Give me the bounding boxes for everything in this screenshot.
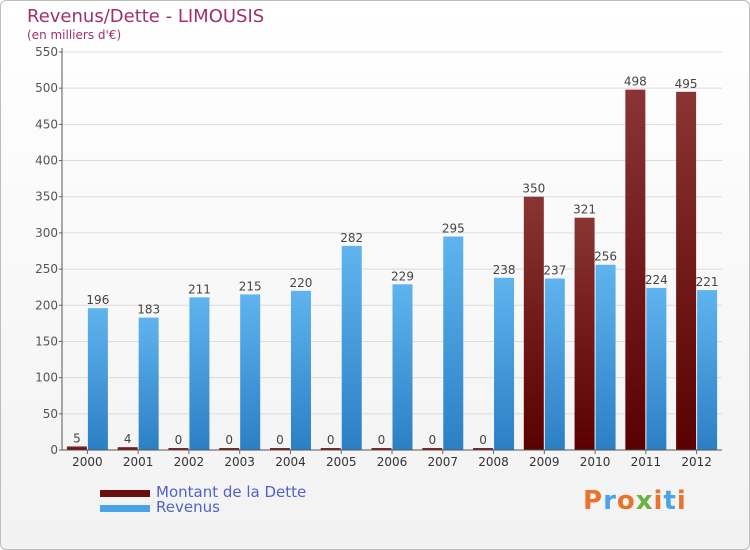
bar-revenue bbox=[392, 284, 413, 450]
x-tick-label: 2006 bbox=[377, 455, 408, 469]
bar-revenue bbox=[697, 290, 718, 450]
data-label-debt: 0 bbox=[327, 433, 335, 447]
x-tick-label: 2002 bbox=[174, 455, 205, 469]
x-tick-label: 2000 bbox=[72, 455, 103, 469]
bar-revenue bbox=[595, 264, 616, 450]
bar-debt bbox=[371, 448, 392, 450]
x-tick-label: 2008 bbox=[478, 455, 509, 469]
bar-debt bbox=[117, 447, 138, 450]
bar-debt bbox=[269, 448, 290, 450]
data-label-revenue: 229 bbox=[391, 269, 414, 283]
data-label-revenue: 220 bbox=[290, 276, 313, 290]
bar-debt bbox=[523, 196, 544, 450]
y-tick-label: 200 bbox=[35, 298, 58, 312]
logo-letter: x bbox=[635, 486, 654, 516]
bar-debt bbox=[422, 448, 443, 450]
bar-debt bbox=[66, 446, 87, 450]
bar-revenue bbox=[341, 245, 362, 450]
data-label-debt: 0 bbox=[428, 433, 436, 447]
bar-revenue bbox=[87, 308, 108, 450]
data-label-debt: 4 bbox=[124, 432, 132, 446]
data-label-debt: 0 bbox=[175, 433, 183, 447]
legend-swatch-debt bbox=[100, 490, 150, 497]
bar-debt bbox=[219, 448, 240, 450]
data-label-revenue: 237 bbox=[543, 263, 566, 277]
x-tick-label: 2004 bbox=[275, 455, 306, 469]
y-tick-label: 250 bbox=[35, 262, 58, 276]
x-tick-label: 2005 bbox=[326, 455, 357, 469]
y-tick-label: 500 bbox=[35, 81, 58, 95]
y-tick-label: 300 bbox=[35, 226, 58, 240]
data-label-revenue: 221 bbox=[696, 275, 719, 289]
data-label-revenue: 295 bbox=[442, 222, 465, 236]
data-label-revenue: 183 bbox=[137, 303, 160, 317]
logo-letter: i bbox=[653, 486, 664, 516]
bar-debt bbox=[574, 217, 595, 450]
data-label-debt: 0 bbox=[479, 433, 487, 447]
x-tick-label: 2011 bbox=[631, 455, 662, 469]
x-tick-label: 2012 bbox=[681, 455, 712, 469]
chart-title: Revenus/Dette - LIMOUSIS bbox=[27, 6, 265, 27]
data-label-debt: 321 bbox=[573, 203, 596, 217]
x-tick-label: 2010 bbox=[580, 455, 611, 469]
data-label-debt: 0 bbox=[225, 433, 233, 447]
logo-letter: t bbox=[663, 486, 677, 516]
bar-revenue bbox=[240, 294, 261, 450]
bar-debt bbox=[676, 91, 697, 451]
y-tick-label: 400 bbox=[35, 154, 58, 168]
x-tick-label: 2009 bbox=[529, 455, 560, 469]
bar-revenue bbox=[646, 287, 667, 450]
bar-debt bbox=[473, 448, 494, 450]
y-tick-label: 450 bbox=[35, 117, 58, 131]
legend-swatch-revenue bbox=[100, 505, 150, 512]
data-label-debt: 0 bbox=[276, 433, 284, 447]
data-label-revenue: 256 bbox=[594, 250, 617, 264]
x-tick-label: 2003 bbox=[224, 455, 255, 469]
data-label-revenue: 215 bbox=[239, 279, 262, 293]
data-label-debt: 495 bbox=[675, 77, 698, 91]
bar-revenue bbox=[290, 290, 311, 450]
legend-label-revenue: Revenus bbox=[156, 498, 220, 516]
y-tick-label: 150 bbox=[35, 334, 58, 348]
bar-debt bbox=[320, 448, 341, 450]
bar-revenue bbox=[138, 317, 159, 450]
bar-revenue bbox=[189, 297, 210, 450]
data-label-debt: 5 bbox=[73, 431, 81, 445]
y-tick-label: 550 bbox=[35, 45, 58, 59]
x-tick-label: 2007 bbox=[427, 455, 458, 469]
chart-subtitle: (en milliers d'€) bbox=[27, 28, 122, 42]
bar-revenue bbox=[494, 277, 515, 450]
data-label-revenue: 238 bbox=[493, 263, 516, 277]
bar-debt bbox=[168, 448, 189, 450]
data-label-debt: 350 bbox=[522, 182, 545, 196]
legend-label-debt: Montant de la Dette bbox=[156, 483, 307, 501]
data-label-revenue: 224 bbox=[645, 273, 668, 287]
logo-letter: i bbox=[676, 486, 687, 516]
data-label-revenue: 282 bbox=[340, 231, 363, 245]
data-label-debt: 498 bbox=[624, 75, 647, 89]
x-tick-label: 2001 bbox=[123, 455, 154, 469]
data-label-revenue: 196 bbox=[86, 293, 109, 307]
data-label-revenue: 211 bbox=[188, 282, 211, 296]
logo-letter: o bbox=[616, 486, 636, 516]
logo-letter: r bbox=[603, 486, 617, 516]
bar-revenue bbox=[443, 236, 464, 450]
y-tick-label: 0 bbox=[50, 443, 58, 457]
proxiti-logo: Proxiti bbox=[583, 486, 687, 516]
y-tick-label: 100 bbox=[35, 371, 58, 385]
data-label-debt: 0 bbox=[378, 433, 386, 447]
y-tick-label: 350 bbox=[35, 190, 58, 204]
bar-revenue bbox=[544, 278, 565, 450]
logo-letter: P bbox=[583, 486, 604, 516]
y-tick-label: 50 bbox=[43, 407, 58, 421]
bar-debt bbox=[625, 89, 646, 450]
